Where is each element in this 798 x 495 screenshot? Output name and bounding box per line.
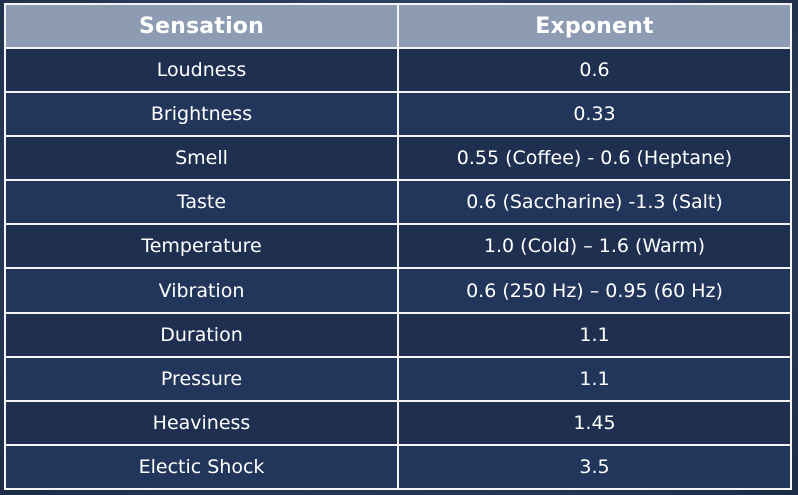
sensation-cell: Electic Shock (4, 443, 399, 491)
sensation-cell: Heaviness (4, 399, 399, 446)
exponent-cell: 0.6 (397, 46, 792, 94)
exponent-cell: 3.5 (397, 443, 792, 491)
table-row: Duration 1.1 (4, 311, 792, 358)
sensation-cell: Brightness (4, 91, 399, 138)
exponent-cell: 1.1 (397, 355, 792, 402)
table-row: Loudness 0.6 (4, 46, 792, 94)
exponent-cell: 0.33 (397, 91, 792, 138)
sensation-cell: Loudness (4, 46, 399, 94)
exponent-cell: 0.55 (Coffee) - 0.6 (Heptane) (397, 135, 792, 182)
table-row: Electic Shock 3.5 (4, 443, 792, 491)
sensation-cell: Duration (4, 311, 399, 358)
sensation-cell: Pressure (4, 355, 399, 402)
table-row: Vibration 0.6 (250 Hz) – 0.95 (60 Hz) (4, 267, 792, 314)
exponent-cell: 1.1 (397, 311, 792, 358)
sensation-cell: Temperature (4, 223, 399, 270)
table-header: Sensation Exponent (4, 3, 792, 49)
table-row: Taste 0.6 (Saccharine) -1.3 (Salt) (4, 179, 792, 226)
header-row: Sensation Exponent (4, 3, 792, 49)
sensation-cell: Vibration (4, 267, 399, 314)
header-sensation: Sensation (4, 3, 399, 49)
sensation-cell: Taste (4, 179, 399, 226)
table-row: Temperature 1.0 (Cold) – 1.6 (Warm) (4, 223, 792, 270)
table-row: Brightness 0.33 (4, 91, 792, 138)
table-row: Heaviness 1.45 (4, 399, 792, 446)
table-container: Sensation Exponent Loudness 0.6 Brightne… (4, 3, 792, 491)
sensation-exponent-table: Sensation Exponent Loudness 0.6 Brightne… (4, 3, 792, 491)
header-exponent: Exponent (397, 3, 792, 49)
table-row: Smell 0.55 (Coffee) - 0.6 (Heptane) (4, 135, 792, 182)
table-row: Pressure 1.1 (4, 355, 792, 402)
exponent-cell: 0.6 (250 Hz) – 0.95 (60 Hz) (397, 267, 792, 314)
table-body: Loudness 0.6 Brightness 0.33 Smell 0.55 … (4, 46, 792, 491)
exponent-cell: 1.45 (397, 399, 792, 446)
exponent-cell: 1.0 (Cold) – 1.6 (Warm) (397, 223, 792, 270)
exponent-cell: 0.6 (Saccharine) -1.3 (Salt) (397, 179, 792, 226)
sensation-cell: Smell (4, 135, 399, 182)
